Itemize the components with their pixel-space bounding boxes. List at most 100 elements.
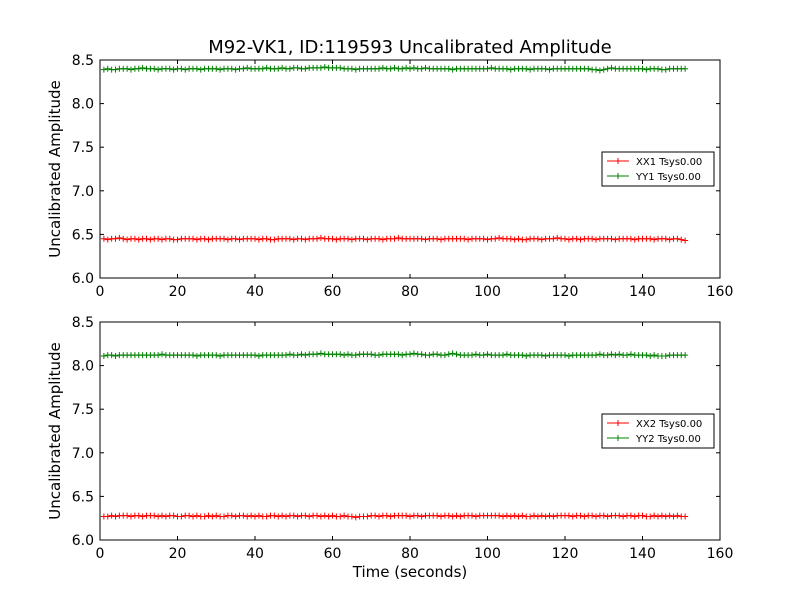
data-point xyxy=(209,513,216,520)
data-point xyxy=(352,352,359,359)
data-point xyxy=(186,512,193,519)
data-point xyxy=(290,236,297,243)
y-tick-label: 8.0 xyxy=(72,97,94,113)
data-point xyxy=(484,65,491,72)
data-point xyxy=(503,65,510,72)
data-point xyxy=(542,513,549,520)
data-point xyxy=(190,513,196,520)
data-point xyxy=(523,353,530,360)
data-point xyxy=(298,351,305,358)
data-point xyxy=(263,235,270,242)
data-point xyxy=(376,235,382,242)
data-point xyxy=(337,351,344,358)
data-point xyxy=(213,65,220,72)
data-point xyxy=(453,512,460,519)
data-point xyxy=(116,234,123,241)
y-axis-label: Uncalibrated Amplitude xyxy=(46,342,64,519)
data-point xyxy=(151,65,158,72)
data-point xyxy=(651,352,658,359)
data-point xyxy=(410,350,417,357)
data-point xyxy=(445,512,452,519)
x-tick-label: 120 xyxy=(552,284,579,300)
data-point xyxy=(577,236,584,243)
x-tick-label: 100 xyxy=(474,546,501,562)
data-point xyxy=(104,513,111,520)
y-tick-label: 6.0 xyxy=(72,533,94,549)
data-point xyxy=(515,513,522,520)
legend-marker xyxy=(615,420,621,426)
x-tick-label: 140 xyxy=(629,284,656,300)
y-tick-label: 8.5 xyxy=(72,53,94,69)
data-point xyxy=(294,64,301,71)
data-point xyxy=(197,66,204,73)
data-point xyxy=(410,64,417,71)
data-point xyxy=(496,512,503,519)
data-point xyxy=(178,513,185,520)
data-point xyxy=(507,513,514,520)
data-point xyxy=(503,351,510,358)
data-point xyxy=(682,237,689,244)
legend-marker xyxy=(615,173,621,179)
data-point xyxy=(616,512,623,519)
data-point xyxy=(182,66,189,73)
y-tick-label: 7.5 xyxy=(72,140,94,156)
data-point xyxy=(391,235,398,242)
y-axis-label: Uncalibrated Amplitude xyxy=(46,80,64,257)
data-point xyxy=(108,512,115,519)
data-point xyxy=(496,234,503,241)
legend-box xyxy=(601,413,715,449)
data-point xyxy=(298,235,305,242)
data-point xyxy=(407,65,413,72)
data-point xyxy=(565,353,572,360)
data-point xyxy=(414,512,421,519)
data-point xyxy=(647,235,654,242)
data-point xyxy=(217,66,224,73)
data-point xyxy=(337,513,344,520)
data-point xyxy=(108,352,115,359)
data-point xyxy=(135,236,142,243)
data-point xyxy=(376,65,382,72)
data-point xyxy=(205,512,212,519)
x-tick-label: 40 xyxy=(246,546,264,562)
data-point xyxy=(263,513,270,520)
data-point xyxy=(682,65,689,72)
data-point xyxy=(538,512,545,519)
data-point xyxy=(279,512,286,519)
data-point xyxy=(302,65,309,72)
data-point xyxy=(503,512,510,519)
data-point xyxy=(147,236,154,243)
data-point xyxy=(593,352,599,359)
data-point xyxy=(352,66,359,73)
legend-label: YY1 Tsys0.00 xyxy=(635,172,701,183)
data-point xyxy=(317,513,324,520)
x-tick-label: 100 xyxy=(474,284,501,300)
data-point xyxy=(488,64,495,71)
data-point xyxy=(190,235,196,242)
data-point xyxy=(554,234,561,241)
data-point xyxy=(224,236,231,243)
data-point xyxy=(255,236,262,243)
data-point xyxy=(666,512,673,519)
data-point xyxy=(283,513,289,520)
data-point xyxy=(395,234,402,241)
data-point xyxy=(658,512,665,519)
data-point xyxy=(627,512,634,519)
data-point xyxy=(624,352,630,359)
data-point xyxy=(608,351,615,358)
data-point xyxy=(314,351,320,358)
data-point xyxy=(364,236,371,243)
data-point xyxy=(422,236,429,243)
data-point xyxy=(279,64,286,71)
data-point xyxy=(302,512,309,519)
data-point xyxy=(589,235,596,242)
data-point xyxy=(662,66,669,73)
data-point xyxy=(248,512,255,519)
y-tick-label: 7.5 xyxy=(72,402,94,418)
data-point xyxy=(244,513,251,520)
data-point xyxy=(193,236,200,243)
data-point xyxy=(453,351,460,358)
data-point xyxy=(100,353,107,360)
data-point xyxy=(232,66,239,73)
data-point xyxy=(523,236,530,243)
